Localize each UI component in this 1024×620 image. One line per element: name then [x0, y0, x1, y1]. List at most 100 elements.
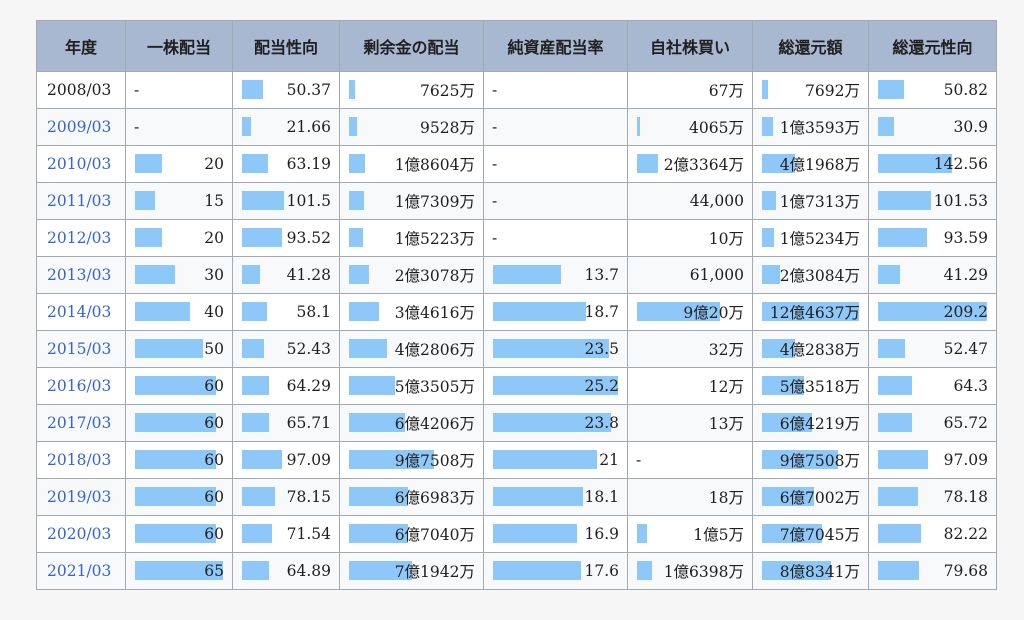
cell-value: 1億7313万: [779, 193, 860, 211]
year-link[interactable]: 2009/03: [36, 108, 126, 146]
cell-value: 60: [204, 414, 224, 432]
year-link[interactable]: 2013/03: [36, 256, 126, 294]
cell-doe-ratio: 18.1: [483, 478, 628, 516]
cell-value: -: [636, 451, 642, 469]
year-link[interactable]: 2014/03: [36, 293, 126, 331]
cell-value: 6億7040万: [394, 526, 475, 544]
cell-value: 2億3078万: [394, 267, 475, 285]
year-link[interactable]: 2011/03: [36, 182, 126, 220]
cell-value: -: [492, 229, 498, 247]
cell-value: 93.59: [943, 229, 988, 247]
value-bar: [762, 117, 773, 136]
cell-value: 65.72: [943, 414, 988, 432]
cell-value: 7692万: [805, 82, 860, 100]
value-bar: [878, 265, 900, 284]
cell-value: 12億4637万: [769, 304, 860, 322]
cell-payout-ratio: 21.66: [232, 108, 340, 146]
cell-surplus-dividend: 1億7309万: [339, 182, 484, 220]
cell-value: 63.19: [286, 155, 331, 173]
cell-value: 3億4616万: [394, 304, 475, 322]
header-doe-ratio[interactable]: 純資産配当率: [483, 20, 628, 72]
header-payout-ratio[interactable]: 配当性向: [232, 20, 340, 72]
year-link[interactable]: 2015/03: [36, 330, 126, 368]
table-row: 2012/03 20 93.52 1億5223万 - 10万 1億5234万 93.59: [36, 219, 997, 257]
cell-share-buyback: 44,000: [627, 182, 753, 220]
cell-doe-ratio: 17.6: [483, 552, 628, 590]
cell-value: 12万: [708, 378, 744, 396]
cell-value: 9528万: [420, 119, 475, 137]
header-dividend-per-share[interactable]: 一株配当: [125, 20, 233, 72]
cell-value: 4億2806万: [394, 341, 475, 359]
cell-total-return: 12億4637万: [752, 293, 869, 331]
header-total-return[interactable]: 総還元額: [752, 20, 869, 72]
cell-doe-ratio: 16.9: [483, 515, 628, 553]
cell-value: 4065万: [689, 119, 744, 137]
value-bar: [878, 339, 905, 358]
cell-value: 6億4206万: [394, 415, 475, 433]
value-bar: [637, 154, 658, 173]
table-row: 2018/03 60 97.09 9億7508万 21- 9億7508万 97.09: [36, 441, 997, 479]
cell-value: 2億3364万: [663, 156, 744, 174]
cell-value: 58.1: [296, 303, 331, 321]
cell-surplus-dividend: 9億7508万: [339, 441, 484, 479]
year-link[interactable]: 2019/03: [36, 478, 126, 516]
value-bar: [242, 339, 264, 358]
cell-value: 7億7045万: [779, 526, 860, 544]
cell-total-return: 5億3518万: [752, 367, 869, 405]
cell-dividend-per-share: 40: [125, 293, 233, 331]
year-link[interactable]: 2017/03: [36, 404, 126, 442]
cell-share-buyback: 2億3364万: [627, 145, 753, 183]
value-bar: [242, 450, 282, 469]
year-link[interactable]: 2021/03: [36, 552, 126, 590]
cell-total-return-ratio: 50.82: [868, 71, 997, 109]
value-bar: [493, 376, 618, 395]
value-bar: [762, 302, 859, 321]
cell-value: 50.82: [943, 81, 988, 99]
cell-value: 1億8604万: [394, 156, 475, 174]
value-bar: [762, 524, 822, 543]
value-bar: [762, 561, 831, 580]
cell-dividend-per-share: 60: [125, 367, 233, 405]
value-bar: [762, 450, 838, 469]
cell-doe-ratio: 23.5: [483, 330, 628, 368]
cell-dividend-per-share: 60: [125, 404, 233, 442]
year-link[interactable]: 2018/03: [36, 441, 126, 479]
header-surplus-dividend[interactable]: 剰余金の配当: [339, 20, 484, 72]
cell-share-buyback: 32万: [627, 330, 753, 368]
year-link[interactable]: 2012/03: [36, 219, 126, 257]
value-bar: [349, 154, 365, 173]
cell-total-return-ratio: 142.56: [868, 145, 997, 183]
cell-value: 78.15: [286, 488, 331, 506]
value-bar: [135, 154, 162, 173]
cell-dividend-per-share: -: [125, 71, 233, 109]
value-bar: [762, 191, 776, 210]
cell-value: -: [134, 81, 140, 99]
value-bar: [637, 524, 647, 543]
cell-payout-ratio: 97.09: [232, 441, 340, 479]
value-bar: [135, 302, 190, 321]
cell-doe-ratio: 13.7: [483, 256, 628, 294]
table-row: 2011/03 15 101.5 1億7309万 - 44,000 1億7313万 101.5…: [36, 182, 997, 220]
cell-value: 23.5: [584, 340, 619, 358]
table-row: 2014/03 40 58.1 3億4616万 18.7 9億20万 12億4637万 209…: [36, 293, 997, 331]
year-link[interactable]: 2020/03: [36, 515, 126, 553]
header-total-return-ratio[interactable]: 総還元性向: [868, 20, 997, 72]
value-bar: [493, 487, 583, 506]
header-year[interactable]: 年度: [36, 20, 126, 72]
value-bar: [349, 117, 357, 136]
value-bar: [242, 413, 269, 432]
cell-payout-ratio: 64.89: [232, 552, 340, 590]
year-link[interactable]: 2010/03: [36, 145, 126, 183]
cell-share-buyback: 13万: [627, 404, 753, 442]
dividend-history-table: 年度 一株配当 配当性向 剰余金の配当 純資産配当率 自社株買い 総還元額 総還…: [36, 20, 997, 590]
cell-value: 8億8341万: [779, 563, 860, 581]
value-bar: [242, 228, 282, 247]
header-share-buyback[interactable]: 自社株買い: [627, 20, 753, 72]
cell-value: 50.37: [286, 81, 331, 99]
table-row: 2021/03 65 64.89 7億1942万 17.6 1億6398万 8億8341万 7…: [36, 552, 997, 590]
value-bar: [349, 413, 405, 432]
cell-total-return-ratio: 209.2: [868, 293, 997, 331]
year-link[interactable]: 2016/03: [36, 367, 126, 405]
cell-value: 79.68: [943, 562, 988, 580]
value-bar: [349, 339, 387, 358]
